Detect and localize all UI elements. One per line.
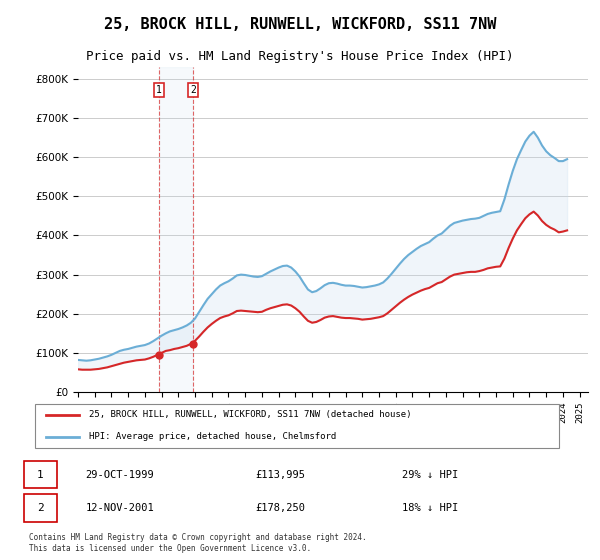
- Text: £113,995: £113,995: [255, 470, 305, 480]
- Text: HPI: Average price, detached house, Chelmsford: HPI: Average price, detached house, Chel…: [89, 432, 337, 441]
- FancyBboxPatch shape: [35, 404, 559, 448]
- Text: £178,250: £178,250: [255, 503, 305, 513]
- FancyBboxPatch shape: [23, 494, 58, 522]
- Text: 29-OCT-1999: 29-OCT-1999: [86, 470, 154, 480]
- Text: 1: 1: [156, 85, 162, 95]
- Text: 1: 1: [37, 470, 44, 480]
- Text: 2: 2: [37, 503, 44, 513]
- Text: 25, BROCK HILL, RUNWELL, WICKFORD, SS11 7NW (detached house): 25, BROCK HILL, RUNWELL, WICKFORD, SS11 …: [89, 410, 412, 419]
- Bar: [159, 67, 193, 392]
- Text: 25, BROCK HILL, RUNWELL, WICKFORD, SS11 7NW: 25, BROCK HILL, RUNWELL, WICKFORD, SS11 …: [104, 17, 496, 32]
- Text: Contains HM Land Registry data © Crown copyright and database right 2024.
This d: Contains HM Land Registry data © Crown c…: [29, 533, 367, 553]
- Text: 2: 2: [190, 85, 196, 95]
- Text: 12-NOV-2001: 12-NOV-2001: [86, 503, 154, 513]
- Text: 18% ↓ HPI: 18% ↓ HPI: [401, 503, 458, 513]
- FancyBboxPatch shape: [23, 461, 58, 488]
- Text: Price paid vs. HM Land Registry's House Price Index (HPI): Price paid vs. HM Land Registry's House …: [86, 50, 514, 63]
- Text: 29% ↓ HPI: 29% ↓ HPI: [401, 470, 458, 480]
